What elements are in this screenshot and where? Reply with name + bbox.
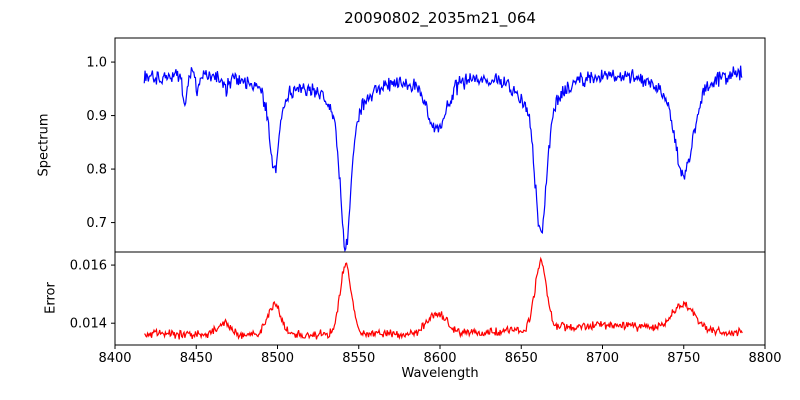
spectrum-y-tick-label: 0.9 [86,109,107,124]
spectrum-y-tick-label: 0.7 [86,216,107,231]
spectrum-y-tick-label: 1.0 [86,56,107,71]
x-tick-label: 8800 [748,351,781,366]
spectrum-axes-frame [114,37,766,253]
chart-title: 20090802_2035m21_064 [344,9,536,27]
error-y-tick-label: 0.014 [70,317,107,332]
x-axis-label: Wavelength [401,366,479,381]
error-y-tick-label: 0.016 [70,259,107,274]
x-tick-label: 8550 [342,351,375,366]
x-tick-label: 8750 [667,351,700,366]
spectrum-y-tick-label: 0.8 [86,163,107,178]
x-tick-label: 8450 [180,351,213,366]
x-tick-label: 8600 [423,351,456,366]
x-tick-label: 8500 [261,351,294,366]
x-tick-label: 8650 [505,351,538,366]
error-curve-line [144,256,743,341]
x-tick-label: 8400 [98,351,131,366]
x-tick-label: 8700 [586,351,619,366]
spectrum-flux-line [143,65,743,253]
